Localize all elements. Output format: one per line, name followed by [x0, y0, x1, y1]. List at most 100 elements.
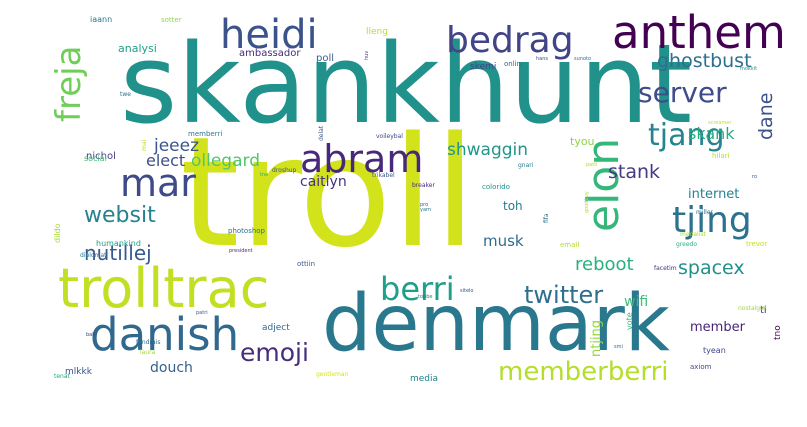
- cloud-word: hans: [536, 56, 548, 62]
- cloud-word: ghostbust: [657, 50, 752, 72]
- cloud-word: danish: [90, 308, 239, 361]
- cloud-word: bedrag: [446, 20, 574, 61]
- cloud-word: lleng: [366, 27, 388, 37]
- cloud-word: ti: [760, 305, 767, 316]
- cloud-word: twe: [120, 91, 131, 98]
- cloud-word: skankhunt: [120, 20, 692, 148]
- cloud-word: medalist: [680, 231, 706, 238]
- cloud-word: tyean: [703, 346, 726, 355]
- cloud-word: miller: [696, 209, 714, 216]
- cloud-word: mlkkk: [65, 367, 93, 377]
- cloud-word: reboot: [575, 254, 634, 275]
- cloud-word: tobbe: [418, 294, 432, 300]
- cloud-word: heidi: [220, 12, 318, 58]
- cloud-word: wifi: [624, 294, 648, 310]
- cloud-word: berri: [380, 270, 455, 308]
- cloud-word: ntjing: [589, 320, 604, 357]
- cloud-word: fundrais: [136, 339, 160, 346]
- cloud-word: humankind: [96, 239, 141, 248]
- cloud-word: ambassador: [239, 48, 301, 59]
- cloud-word: screamer: [708, 120, 732, 126]
- cloud-word: dane: [755, 93, 777, 140]
- cloud-word: trikabel: [372, 172, 395, 179]
- cloud-word: analysi: [118, 42, 157, 55]
- cloud-word: patti: [586, 162, 598, 168]
- cloud-word: tyou: [570, 135, 595, 148]
- cloud-word: gnari: [518, 162, 534, 169]
- cloud-word: stank: [608, 161, 660, 183]
- cloud-word: tjing: [672, 200, 752, 241]
- cloud-word: patri: [196, 310, 208, 316]
- cloud-word: nostalgia: [738, 305, 766, 312]
- cloud-word: twitter: [524, 281, 603, 309]
- cloud-word: jeeez: [153, 136, 199, 156]
- cloud-word: bak: [86, 332, 95, 338]
- cloud-word: denmark: [322, 279, 670, 369]
- cloud-word: sunoto: [574, 56, 591, 62]
- cloud-word: elon: [578, 138, 629, 232]
- cloud-word: laura: [140, 349, 156, 356]
- cloud-word: pro: [420, 202, 428, 208]
- cloud-word: server: [638, 76, 727, 109]
- cloud-word: social: [84, 154, 107, 163]
- cloud-word: caitlyn: [300, 174, 347, 190]
- cloud-word: ro: [752, 174, 757, 180]
- cloud-word: adject: [262, 323, 290, 333]
- cloud-word: musk: [483, 232, 524, 250]
- cloud-word: tenat: [54, 373, 71, 380]
- cloud-word: gentleman: [316, 371, 349, 378]
- cloud-word: internet: [688, 187, 739, 202]
- cloud-word: axiom: [690, 363, 712, 371]
- cloud-word: toh: [503, 199, 523, 213]
- cloud-word: freja: [49, 46, 89, 122]
- cloud-word: droshup: [272, 167, 297, 174]
- cloud-word: troll: [180, 104, 476, 281]
- cloud-word: abram: [300, 137, 423, 181]
- cloud-word: memberberri: [498, 357, 669, 387]
- cloud-word: poll: [316, 53, 334, 64]
- cloud-word: goodbuy: [584, 191, 590, 213]
- cloud-word: sitelo: [460, 288, 473, 294]
- cloud-word: hilari: [712, 152, 729, 160]
- cloud-word: sotter: [161, 16, 182, 24]
- cloud-word: delat: [318, 125, 325, 141]
- cloud-word: president: [229, 248, 253, 254]
- cloud-word: tno: [773, 325, 783, 340]
- cloud-word: trolltrac: [58, 257, 269, 320]
- cloud-word: colorido: [482, 183, 510, 191]
- cloud-word: huv: [364, 51, 370, 60]
- cloud-word: tjang: [648, 118, 725, 153]
- cloud-word: dildo: [53, 223, 62, 243]
- cloud-word: onlin: [504, 60, 521, 68]
- cloud-word: trevor: [746, 240, 767, 248]
- cloud-word: douch: [150, 360, 193, 376]
- cloud-word: member: [690, 320, 746, 335]
- cloud-word: tne: [260, 172, 268, 178]
- cloud-word: ollegard: [191, 151, 260, 171]
- cloud-word: voileybal: [376, 133, 403, 140]
- cloud-word: anthem: [612, 6, 786, 59]
- cloud-word: facetim: [654, 265, 677, 272]
- cloud-word: mar: [120, 161, 196, 205]
- cloud-word: email: [560, 241, 579, 249]
- cloud-word: fifa: [543, 213, 550, 223]
- cloud-word: media: [410, 374, 438, 384]
- cloud-word: breaker: [412, 182, 435, 189]
- cloud-word: elect: [146, 151, 185, 170]
- cloud-word: vote: [625, 312, 634, 330]
- cloud-word: shwaggin: [447, 140, 528, 160]
- cloud-word: nutillej: [84, 241, 152, 265]
- cloud-word: diplomat: [80, 252, 107, 259]
- cloud-word: photoshop: [228, 227, 266, 235]
- cloud-word: nichol: [86, 151, 116, 162]
- cloud-word: emoji: [240, 338, 309, 367]
- cloud-word: spacex: [678, 257, 745, 279]
- cloud-word: memberri: [188, 130, 222, 138]
- cloud-word: skank: [688, 124, 735, 143]
- cloud-word: smi: [614, 344, 623, 350]
- cloud-word: yarn: [420, 207, 431, 213]
- cloud-word: websit: [84, 203, 156, 228]
- cloud-word: mokkit: [740, 66, 757, 72]
- cloud-word: greedo: [676, 241, 697, 248]
